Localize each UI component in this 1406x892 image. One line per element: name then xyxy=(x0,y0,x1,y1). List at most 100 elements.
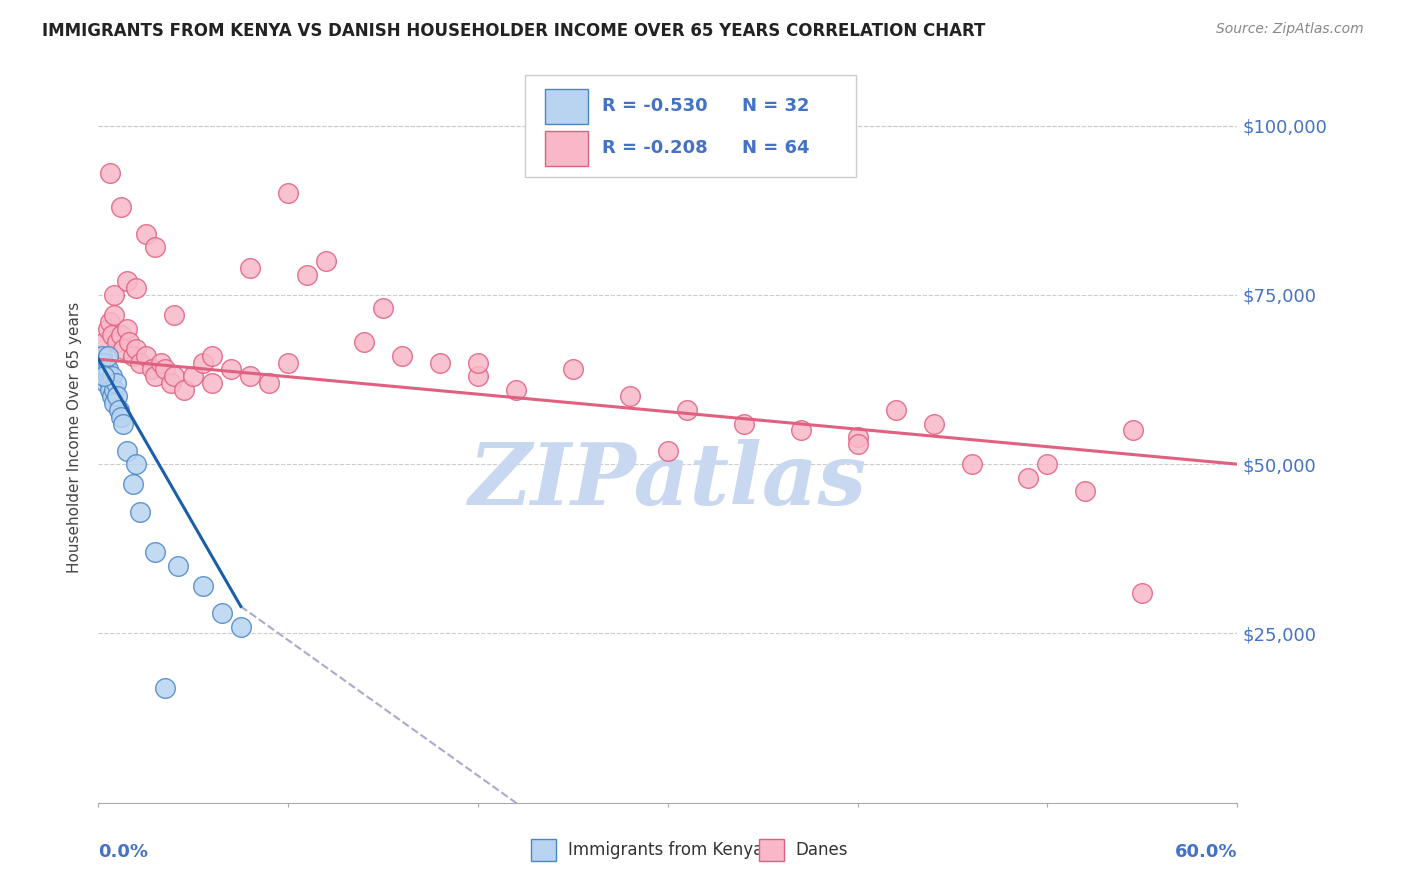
Point xyxy=(115,443,138,458)
Point xyxy=(467,369,489,384)
FancyBboxPatch shape xyxy=(546,89,588,124)
Text: R = -0.208: R = -0.208 xyxy=(602,139,707,157)
Text: N = 64: N = 64 xyxy=(742,139,810,157)
Point xyxy=(91,362,114,376)
Point xyxy=(391,349,413,363)
Point xyxy=(97,369,120,384)
Point xyxy=(98,166,121,180)
Point xyxy=(467,355,489,369)
Point xyxy=(297,268,319,282)
Point xyxy=(201,376,224,390)
Point xyxy=(100,328,122,343)
Point xyxy=(153,362,176,376)
Point xyxy=(884,403,907,417)
Text: R = -0.530: R = -0.530 xyxy=(602,97,707,115)
Point xyxy=(145,369,167,384)
Point xyxy=(97,349,120,363)
Point xyxy=(141,362,163,376)
Point xyxy=(657,443,679,458)
Point xyxy=(93,335,115,350)
Y-axis label: Householder Income Over 65 years: Householder Income Over 65 years xyxy=(67,301,83,573)
FancyBboxPatch shape xyxy=(759,839,785,862)
Point xyxy=(103,396,125,410)
Point xyxy=(191,579,214,593)
Point xyxy=(135,227,157,241)
Point xyxy=(91,349,114,363)
Point xyxy=(115,322,138,336)
Text: IMMIGRANTS FROM KENYA VS DANISH HOUSEHOLDER INCOME OVER 65 YEARS CORRELATION CHA: IMMIGRANTS FROM KENYA VS DANISH HOUSEHOL… xyxy=(42,22,986,40)
Point xyxy=(371,301,394,316)
Point xyxy=(277,186,299,201)
Point xyxy=(201,349,224,363)
Point xyxy=(960,457,983,471)
FancyBboxPatch shape xyxy=(531,839,557,862)
Point xyxy=(315,254,337,268)
Point xyxy=(115,274,138,288)
Point xyxy=(100,389,122,403)
Point xyxy=(562,362,585,376)
Point xyxy=(790,423,813,437)
Point xyxy=(191,355,214,369)
Point xyxy=(239,369,262,384)
Point xyxy=(112,417,135,431)
Point xyxy=(110,328,132,343)
Point xyxy=(1036,457,1059,471)
Point xyxy=(98,376,121,390)
Point xyxy=(129,505,152,519)
Text: Source: ZipAtlas.com: Source: ZipAtlas.com xyxy=(1216,22,1364,37)
Point xyxy=(93,369,115,384)
Text: ZIPatlas: ZIPatlas xyxy=(468,439,868,523)
Point xyxy=(129,355,152,369)
Point xyxy=(103,383,125,397)
Point xyxy=(619,389,641,403)
Point xyxy=(505,383,527,397)
FancyBboxPatch shape xyxy=(546,130,588,166)
Point xyxy=(676,403,699,417)
Point xyxy=(97,362,120,376)
Point xyxy=(163,308,186,322)
Point xyxy=(97,322,120,336)
Point xyxy=(1018,471,1040,485)
Point xyxy=(922,417,945,431)
Point xyxy=(100,369,122,384)
FancyBboxPatch shape xyxy=(526,75,856,178)
Point xyxy=(846,430,869,444)
Point xyxy=(145,240,167,254)
Point xyxy=(277,355,299,369)
Point xyxy=(93,369,115,384)
Point xyxy=(167,558,190,573)
Point xyxy=(733,417,755,431)
Point xyxy=(107,335,129,350)
Point xyxy=(103,288,125,302)
Point xyxy=(112,342,135,356)
Point xyxy=(353,335,375,350)
Point xyxy=(211,606,233,620)
Point xyxy=(103,308,125,322)
Text: 60.0%: 60.0% xyxy=(1175,843,1237,861)
Point xyxy=(110,200,132,214)
Point xyxy=(121,477,143,491)
Point xyxy=(125,342,148,356)
Text: 0.0%: 0.0% xyxy=(98,843,149,861)
Point xyxy=(1122,423,1144,437)
Point xyxy=(107,389,129,403)
Point xyxy=(108,403,131,417)
Point xyxy=(150,355,173,369)
Point xyxy=(159,376,181,390)
Point xyxy=(1074,484,1097,499)
Point xyxy=(145,545,167,559)
Point xyxy=(94,376,117,390)
Text: Danes: Danes xyxy=(796,841,848,859)
Point xyxy=(135,349,157,363)
Point xyxy=(118,335,141,350)
Point xyxy=(98,383,121,397)
Text: Immigrants from Kenya: Immigrants from Kenya xyxy=(568,841,763,859)
Point xyxy=(125,457,148,471)
Point xyxy=(125,281,148,295)
Point xyxy=(221,362,243,376)
Point xyxy=(183,369,205,384)
Point xyxy=(94,362,117,376)
Point xyxy=(259,376,281,390)
Point xyxy=(110,409,132,424)
Point xyxy=(163,369,186,384)
